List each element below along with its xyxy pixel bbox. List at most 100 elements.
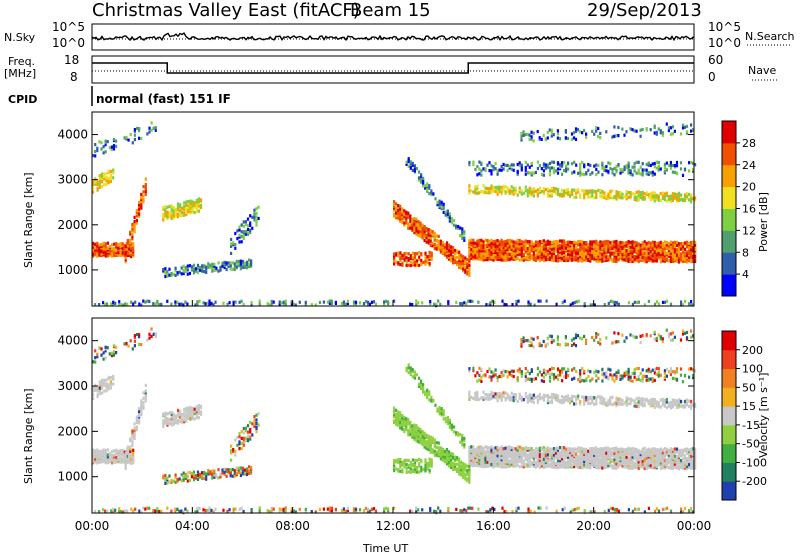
range-gate-cell — [424, 184, 426, 187]
range-gate-cell — [547, 188, 549, 191]
range-gate-cell — [327, 301, 329, 304]
range-gate-cell — [241, 442, 243, 445]
range-gate-cell — [458, 457, 460, 460]
range-gate-cell — [619, 191, 621, 194]
range-gate-cell — [181, 418, 183, 421]
range-gate-cell — [454, 468, 456, 471]
range-gate-cell — [609, 167, 611, 170]
range-gate-cell — [238, 447, 240, 450]
range-gate-cell — [418, 256, 420, 259]
range-gate-cell — [431, 258, 433, 261]
range-gate-cell — [103, 145, 105, 148]
range-gate-cell — [111, 243, 113, 246]
range-gate-cell — [189, 406, 191, 409]
range-gate-cell — [202, 301, 204, 304]
range-gate-cell — [371, 301, 373, 304]
range-gate-cell — [200, 410, 202, 413]
range-gate-cell — [636, 462, 638, 465]
range-gate-cell — [410, 264, 412, 267]
range-gate-cell — [134, 134, 136, 137]
range-gate-cell — [460, 461, 462, 464]
range-gate-cell — [399, 414, 401, 417]
range-gate-cell — [444, 460, 446, 463]
range-gate-cell — [428, 192, 430, 195]
range-gate-cell — [672, 241, 674, 244]
range-gate-cell — [458, 262, 460, 265]
range-gate-cell — [680, 193, 682, 196]
range-gate-cell — [656, 253, 658, 256]
range-gate-cell — [678, 258, 680, 261]
range-gate-cell — [688, 161, 690, 164]
range-gate-cell — [533, 242, 535, 245]
range-gate-cell — [247, 218, 249, 221]
range-gate-cell — [410, 461, 412, 464]
range-gate-cell — [583, 448, 585, 451]
range-gate-cell — [605, 130, 607, 133]
range-gate-cell — [523, 130, 525, 133]
range-gate-cell — [145, 389, 147, 392]
range-gate-cell — [395, 202, 397, 205]
range-gate-cell — [107, 448, 109, 451]
range-gate-cell — [444, 249, 446, 252]
range-gate-cell — [474, 248, 476, 251]
range-gate-cell — [521, 258, 523, 261]
range-gate-cell — [426, 188, 428, 191]
range-gate-cell — [162, 419, 164, 422]
range-gate-cell — [549, 463, 551, 466]
range-gate-cell — [575, 458, 577, 461]
range-gate-cell — [682, 124, 684, 127]
range-gate-cell — [541, 240, 543, 243]
range-gate-cell — [162, 218, 164, 221]
range-gate-cell — [253, 212, 255, 215]
range-gate-cell — [664, 170, 666, 173]
range-gate-cell — [245, 437, 247, 440]
range-gate-cell — [529, 252, 531, 255]
range-gate-cell — [418, 170, 420, 173]
range-gate-cell — [243, 237, 245, 240]
range-gate-cell — [424, 260, 426, 263]
range-gate-cell — [621, 128, 623, 131]
range-gate-cell — [470, 445, 472, 448]
range-gate-cell — [234, 450, 236, 453]
range-gate-cell — [429, 461, 431, 464]
range-gate-cell — [561, 446, 563, 449]
range-gate-cell — [597, 189, 599, 192]
range-gate-cell — [630, 258, 632, 261]
range-gate-cell — [145, 183, 147, 186]
range-gate-cell — [175, 267, 177, 270]
range-gate-cell — [408, 252, 410, 255]
range-gate-cell — [587, 255, 589, 258]
range-gate-cell — [567, 241, 569, 244]
range-gate-cell — [589, 464, 591, 467]
range-gate-cell — [258, 412, 260, 415]
range-gate-cell — [331, 300, 333, 303]
range-gate-cell — [439, 200, 441, 203]
range-gate-cell — [490, 169, 492, 172]
range-gate-cell — [489, 301, 491, 304]
range-gate-cell — [541, 249, 543, 252]
range-gate-cell — [110, 380, 112, 383]
range-gate-cell — [640, 196, 642, 199]
range-gate-cell — [420, 178, 422, 181]
range-gate-cell — [563, 251, 565, 254]
range-gate-cell — [515, 187, 517, 190]
range-gate-cell — [503, 447, 505, 450]
range-gate-cell — [393, 200, 395, 203]
range-gate-cell — [129, 437, 131, 440]
range-gate-cell — [644, 196, 646, 199]
range-gate-cell — [253, 419, 255, 422]
range-gate-cell — [180, 303, 182, 306]
range-gate-cell — [120, 253, 122, 256]
range-gate-cell — [414, 164, 416, 167]
range-gate-cell — [429, 300, 431, 303]
range-gate-cell — [470, 189, 472, 192]
range-gate-cell — [447, 419, 449, 422]
range-gate-cell — [457, 432, 459, 435]
range-gate-cell — [430, 396, 432, 399]
range-gate-cell — [460, 464, 462, 467]
range-gate-cell — [573, 196, 575, 199]
range-gate-cell — [535, 460, 537, 463]
range-gate-cell — [490, 252, 492, 255]
range-gate-cell — [422, 383, 424, 386]
range-gate-cell — [453, 430, 455, 433]
